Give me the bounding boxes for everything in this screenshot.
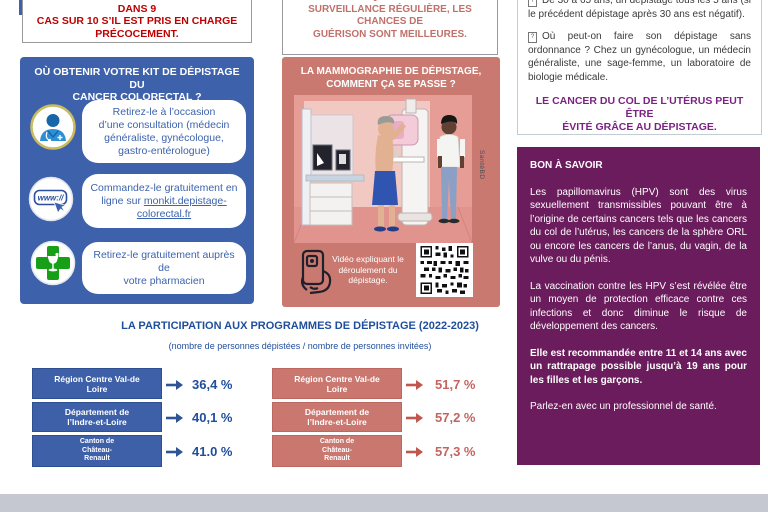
cervical-info-box: ? De 30 à 65 ans, un dépistage tous les 5…: [517, 0, 762, 135]
stat-row-breast-departement: Département de l’Indre-et-Loire: [272, 402, 402, 432]
stat-value-colorectal-region: 36,4 %: [192, 376, 233, 392]
cervical-paragraph-2: ? Où peut-on faire son dépistage sans ord…: [528, 31, 751, 83]
arrow-right-icon: [406, 378, 424, 396]
cropped-edge-fragment: [19, 0, 22, 15]
arrow-right-icon: [166, 445, 184, 463]
bullet-glyph: ?: [528, 0, 537, 7]
hpv-paragraph-3: Elle est recommandée entre 11 et 14 ans …: [530, 347, 747, 386]
participation-title: LA PARTICIPATION AUX PROGRAMMES DE DÉPIS…: [121, 320, 479, 332]
kit-box-title: OÙ OBTENIR VOTRE KIT DE DÉPISTAGE DU CAN…: [34, 66, 240, 103]
video-caption: Vidéo expliquant le déroulement du dépis…: [332, 254, 404, 285]
cervical-highlight: LE CANCER DU COL DE L’UTÉRUS PEUT ÊTRE É…: [535, 95, 744, 133]
stat-row-colorectal-canton: Canton de Château- Renault: [32, 435, 162, 467]
kit-order-link[interactable]: monkit.depistage-colorectal.fr: [136, 194, 227, 220]
participation-subtitle: (nombre de personnes dépistées / nombre …: [168, 341, 432, 351]
kit-item-online: Commandez-le gratuitement en ligne sur m…: [82, 174, 246, 228]
stat-value-breast-departement: 57,2 %: [435, 409, 476, 425]
colorectal-alert-text: LE CANCER COLORECTAL SE GUÉRIT DANS 9 CA…: [36, 0, 238, 40]
hpv-paragraph-2: La vaccination contre les HPV s’est révé…: [530, 280, 747, 333]
mammography-illustration: [293, 95, 473, 244]
arrow-right-icon: [406, 411, 424, 429]
video-phone-icon: [296, 249, 334, 300]
doctor-icon: [30, 104, 76, 150]
arrow-right-icon: [166, 411, 184, 429]
hpv-paragraph-1: Les papillomavirus (HPV) sont des virus …: [530, 186, 747, 266]
stat-value-colorectal-departement: 40,1 %: [192, 409, 233, 425]
hpv-paragraph-4: Parlez-en avec un professionnel de santé…: [530, 401, 717, 412]
pharmacy-cross-icon: [30, 240, 76, 286]
footer-bar: [0, 494, 768, 512]
breast-alert-box: PLUS FRÉQUENT. AVEC UNE SURVEILLANCE RÉG…: [282, 0, 498, 55]
stat-row-colorectal-region: Région Centre Val-de Loire: [32, 368, 162, 399]
svg-text:www://: www://: [38, 194, 65, 203]
kit-item-consultation: Retirez-le à l’occasion d’une consultati…: [82, 100, 246, 163]
mammography-title: LA MAMMOGRAPHIE DE DÉPISTAGE, COMMENT ÇA…: [300, 66, 482, 90]
cervical-paragraph-1: ? De 30 à 65 ans, un dépistage tous les 5…: [528, 0, 751, 21]
kit-item-online-text: Commandez-le gratuitement en ligne sur: [90, 181, 238, 207]
bullet-glyph: ?: [528, 32, 537, 43]
arrow-right-icon: [406, 445, 424, 463]
breast-alert-text: PLUS FRÉQUENT. AVEC UNE SURVEILLANCE RÉG…: [308, 0, 472, 40]
colorectal-alert-box: LE CANCER COLORECTAL SE GUÉRIT DANS 9 CA…: [22, 0, 252, 43]
stat-row-breast-region: Région Centre Val-de Loire: [272, 368, 402, 399]
qr-code: [416, 243, 473, 297]
bon-a-savoir-title: BON À SAVOIR: [530, 160, 603, 171]
stat-value-colorectal-canton: 41.0 %: [192, 443, 233, 459]
stat-row-colorectal-departement: Département de l’Indre-et-Loire: [32, 402, 162, 432]
kit-item-pharmacy: Retirez-le gratuitement auprès de votre …: [82, 242, 246, 294]
www-icon: www://: [28, 176, 74, 222]
stat-value-breast-region: 51,7 %: [435, 376, 476, 392]
bon-a-savoir-box: BON À SAVOIR Les papillomavirus (HPV) so…: [517, 147, 760, 465]
stat-value-breast-canton: 57,3 %: [435, 443, 476, 459]
stat-row-breast-canton: Canton de Château- Renault: [272, 435, 402, 467]
illustration-credit: SantéBD: [478, 150, 485, 180]
arrow-right-icon: [166, 378, 184, 396]
